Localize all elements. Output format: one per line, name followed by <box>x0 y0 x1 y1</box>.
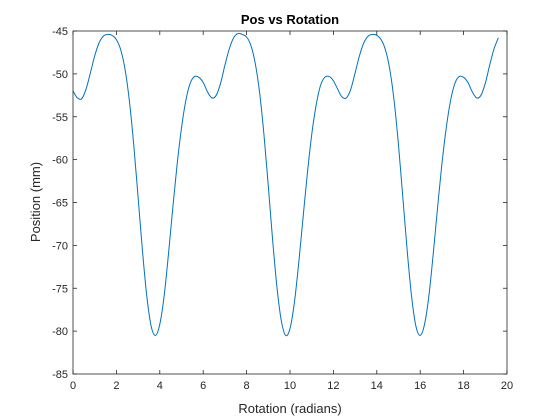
x-tick-label: 6 <box>200 380 206 392</box>
x-tick-label: 18 <box>457 380 469 392</box>
x-tick-label: 14 <box>371 380 383 392</box>
x-axis-ticks: 0 2 4 6 8 10 12 14 16 18 20 <box>70 31 513 392</box>
chart-title: Pos vs Rotation <box>241 12 339 27</box>
y-axis-ticks: -45 -50 -55 -60 -65 -70 -75 -80 -85 <box>52 26 507 381</box>
x-tick-label: 8 <box>244 380 250 392</box>
y-tick-label: -55 <box>52 112 68 124</box>
y-tick-label: -45 <box>52 26 68 38</box>
plot-area <box>73 31 507 374</box>
x-axis-label: Rotation (radians) <box>238 401 341 416</box>
x-tick-label: 0 <box>70 380 76 392</box>
series-layer <box>72 32 499 337</box>
x-tick-label: 12 <box>327 380 339 392</box>
y-tick-label: -65 <box>52 198 68 210</box>
y-tick-label: -85 <box>52 369 68 381</box>
y-tick-label: -70 <box>52 240 68 252</box>
x-tick-label: 20 <box>501 380 513 392</box>
y-axis-label: Position (mm) <box>28 162 43 242</box>
x-tick-label: 10 <box>284 380 296 392</box>
x-tick-label: 4 <box>157 380 163 392</box>
series-line <box>72 32 499 337</box>
y-tick-label: -50 <box>52 69 68 81</box>
y-tick-label: -60 <box>52 155 68 167</box>
y-tick-label: -75 <box>52 283 68 295</box>
x-tick-label: 16 <box>414 380 426 392</box>
x-tick-label: 2 <box>113 380 119 392</box>
y-tick-label: -80 <box>52 326 68 338</box>
